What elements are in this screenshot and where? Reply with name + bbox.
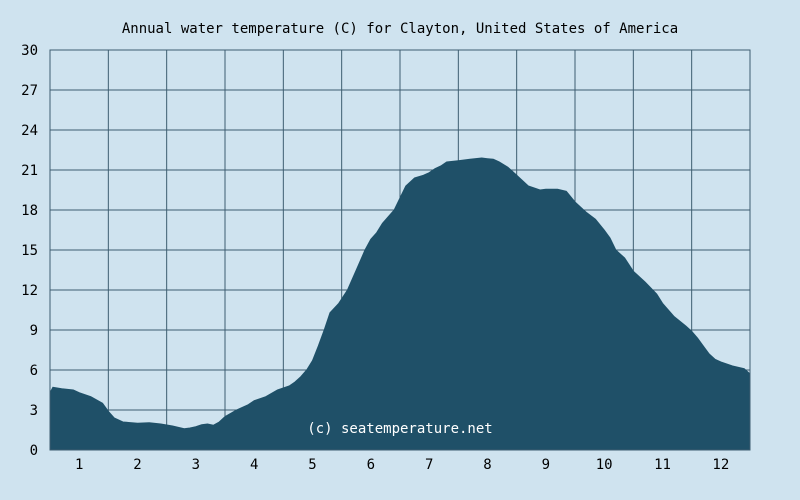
x-axis-ticks: 1 2 3 4 5 6 7 8 9 10 11 12: [75, 457, 729, 473]
plot-border: [49, 49, 751, 451]
y-tick-label: 24: [21, 123, 38, 139]
x-tick-label: 6: [367, 457, 375, 473]
x-tick-label: 10: [596, 457, 613, 473]
x-tick-label: 9: [542, 457, 550, 473]
plot-area: [49, 49, 751, 451]
y-tick-label: 27: [21, 83, 38, 99]
x-tick-label: 7: [425, 457, 433, 473]
x-tick-label: 1: [75, 457, 83, 473]
x-tick-label: 4: [250, 457, 258, 473]
y-tick-label: 12: [21, 283, 38, 299]
y-axis-ticks: 0 3 6 9 12 15 18 21 24 27 30: [21, 43, 38, 459]
y-tick-label: 3: [30, 403, 38, 419]
y-tick-label: 15: [21, 243, 38, 259]
x-tick-label: 5: [308, 457, 316, 473]
y-tick-label: 9: [30, 323, 38, 339]
y-tick-label: 0: [30, 443, 38, 459]
y-tick-label: 6: [30, 363, 38, 379]
x-tick-label: 8: [483, 457, 491, 473]
y-tick-label: 21: [21, 163, 38, 179]
temperature-area-series: [49, 157, 751, 451]
x-tick-label: 3: [192, 457, 200, 473]
x-tick-label: 2: [133, 457, 141, 473]
copyright-annotation: (c) seatemperature.net: [307, 421, 492, 437]
x-tick-label: 11: [654, 457, 671, 473]
y-tick-label: 30: [21, 43, 38, 59]
chart-title: Annual water temperature (C) for Clayton…: [122, 21, 678, 37]
x-tick-label: 12: [712, 457, 729, 473]
y-tick-label: 18: [21, 203, 38, 219]
